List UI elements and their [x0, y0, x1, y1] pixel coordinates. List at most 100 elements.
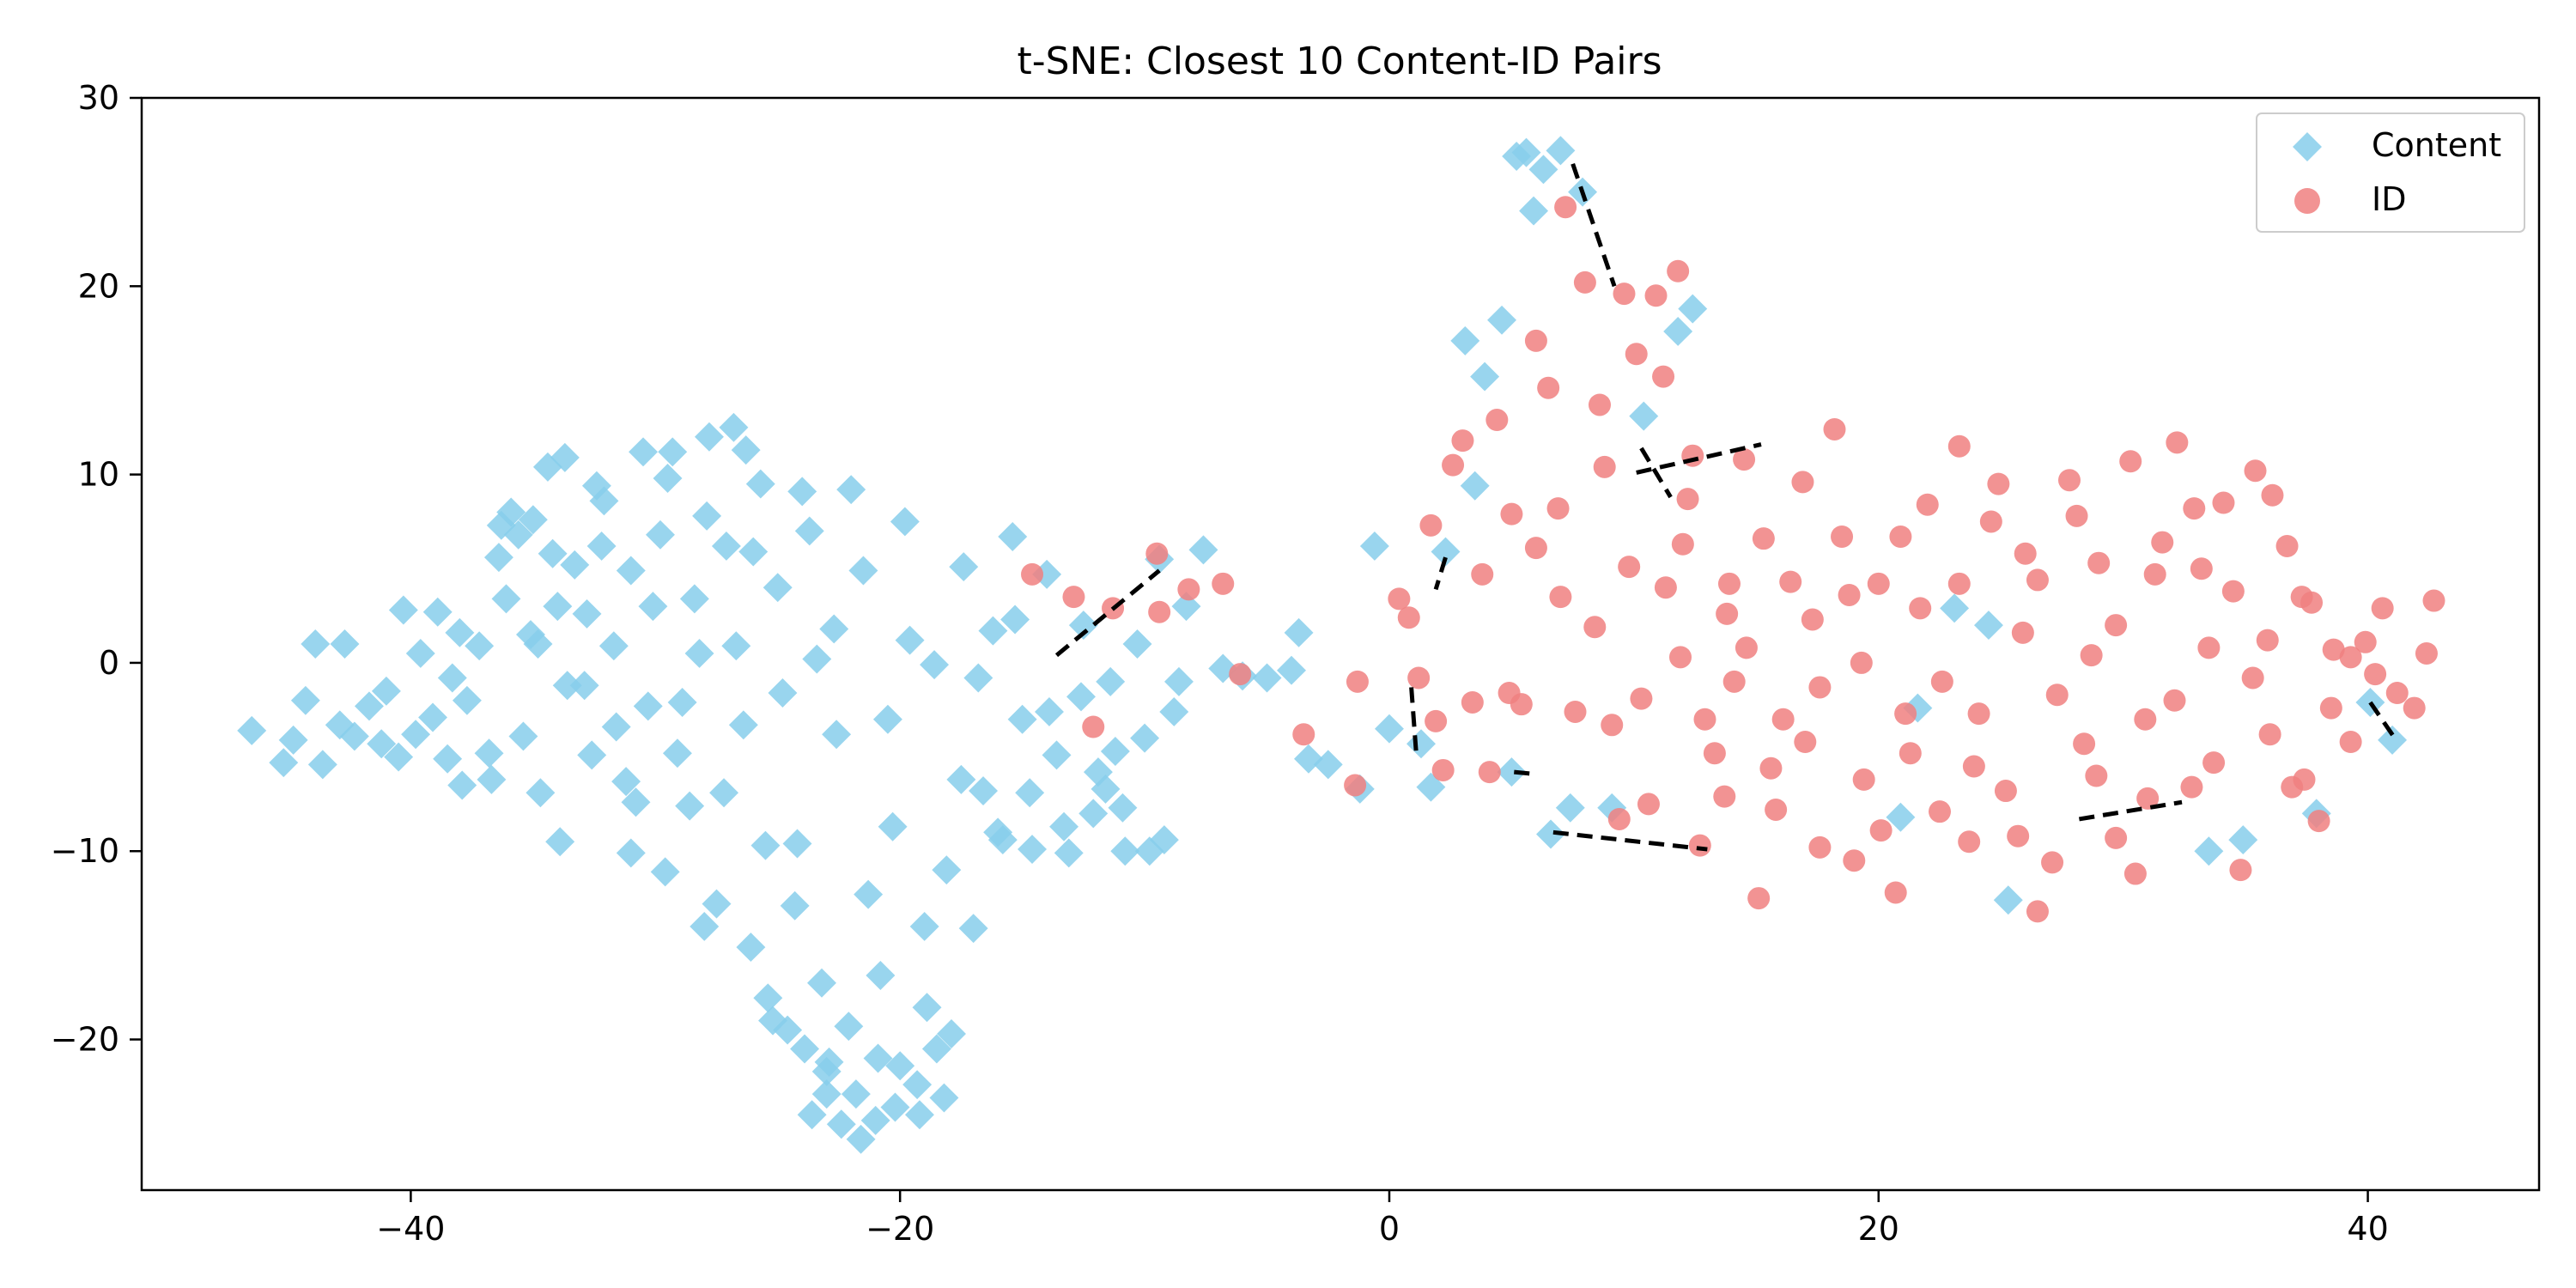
id-point: [1962, 755, 1985, 778]
content-point: [684, 638, 714, 668]
id-point: [1676, 488, 1699, 511]
content-point: [1122, 629, 1152, 659]
id-point: [1062, 586, 1085, 609]
content-point: [885, 1051, 915, 1081]
id-point: [1654, 576, 1677, 599]
content-point: [1528, 155, 1558, 185]
id-point: [1838, 583, 1861, 606]
id-point: [1771, 708, 1795, 731]
content-point: [826, 1109, 856, 1139]
content-point: [998, 522, 1028, 551]
id-point: [2183, 497, 2206, 520]
content-point: [912, 993, 942, 1023]
content-point: [937, 1019, 966, 1048]
id-point: [2136, 787, 2160, 810]
content-point: [731, 435, 761, 465]
content-point: [745, 469, 775, 499]
id-point: [2026, 568, 2049, 592]
content-point: [1487, 305, 1517, 335]
content-point: [969, 776, 999, 806]
content-point: [797, 1100, 827, 1130]
content-point: [1519, 196, 1549, 226]
content-point: [1313, 750, 1343, 780]
content-point: [483, 543, 513, 573]
content-point: [1546, 136, 1576, 166]
id-point: [1671, 532, 1694, 556]
content-point: [822, 720, 852, 750]
x-axis: −40 −20 0 20 40: [376, 1190, 2389, 1248]
content-point: [611, 767, 641, 797]
id-point: [1537, 376, 1560, 399]
pair-line: [1639, 447, 1673, 499]
id-point: [2244, 459, 2267, 483]
id-point: [1021, 562, 1044, 586]
content-point: [728, 710, 758, 740]
id-point: [1471, 562, 1494, 586]
id-point: [2123, 862, 2147, 885]
id-point: [1588, 393, 1611, 416]
content-point: [921, 1034, 951, 1064]
id-point: [2180, 775, 2203, 799]
content-point: [526, 778, 556, 808]
id-point: [1947, 434, 1971, 458]
content-point: [1049, 811, 1079, 841]
content-point: [433, 744, 463, 774]
content-point: [1188, 535, 1218, 565]
legend-label-content: Content: [2372, 126, 2501, 164]
id-point: [1229, 663, 1252, 686]
content-point: [658, 437, 688, 467]
y-tick-label: −20: [51, 1021, 119, 1059]
content-point: [848, 556, 878, 586]
legend: Content ID: [2256, 112, 2525, 233]
id-point: [1524, 537, 1547, 560]
id-point: [2163, 689, 2186, 712]
content-point: [807, 968, 836, 998]
pair-line: [1433, 556, 1448, 591]
content-point: [422, 597, 453, 627]
id-point: [1637, 793, 1660, 816]
content-point: [675, 791, 705, 821]
id-point: [2105, 614, 2128, 637]
id-point: [1894, 702, 1917, 726]
id-point: [2385, 682, 2409, 705]
content-point: [1359, 531, 1389, 561]
content-point: [1083, 757, 1113, 787]
content-point: [1460, 471, 1490, 501]
id-point: [1979, 510, 2002, 533]
id-point: [1625, 343, 1648, 366]
id-points: [1021, 196, 2445, 923]
id-point: [2073, 732, 2096, 756]
id-point: [1485, 409, 1509, 432]
plot-frame: [140, 96, 2541, 1192]
content-point: [1993, 885, 2023, 915]
content-point: [616, 556, 646, 586]
y-tick-label: 20: [78, 267, 119, 305]
x-tick-label: −20: [866, 1210, 934, 1248]
content-point: [1536, 819, 1565, 849]
id-point: [2087, 551, 2111, 574]
content-point: [552, 671, 582, 701]
id-point: [2190, 557, 2213, 580]
pair-line: [1054, 568, 1161, 658]
content-point: [890, 507, 920, 537]
id-point: [2057, 469, 2081, 492]
id-point: [2202, 751, 2226, 775]
id-point: [2134, 708, 2157, 731]
id-point: [2011, 621, 2034, 644]
content-point: [629, 437, 659, 467]
content-point: [978, 616, 1008, 646]
id-point: [2014, 542, 2037, 565]
content-point: [768, 678, 798, 708]
pair-line: [2078, 799, 2183, 822]
content-point: [1108, 793, 1138, 823]
id-point: [2151, 531, 2174, 554]
content-point: [401, 720, 431, 750]
id-point: [1546, 497, 1570, 520]
content-point: [802, 644, 832, 674]
y-tick-label: 10: [78, 456, 119, 494]
id-point: [1843, 849, 1866, 872]
id-point: [2041, 851, 2064, 874]
id-point: [1607, 807, 1631, 830]
pair-line: [2368, 701, 2397, 740]
id-point: [1808, 835, 1832, 859]
